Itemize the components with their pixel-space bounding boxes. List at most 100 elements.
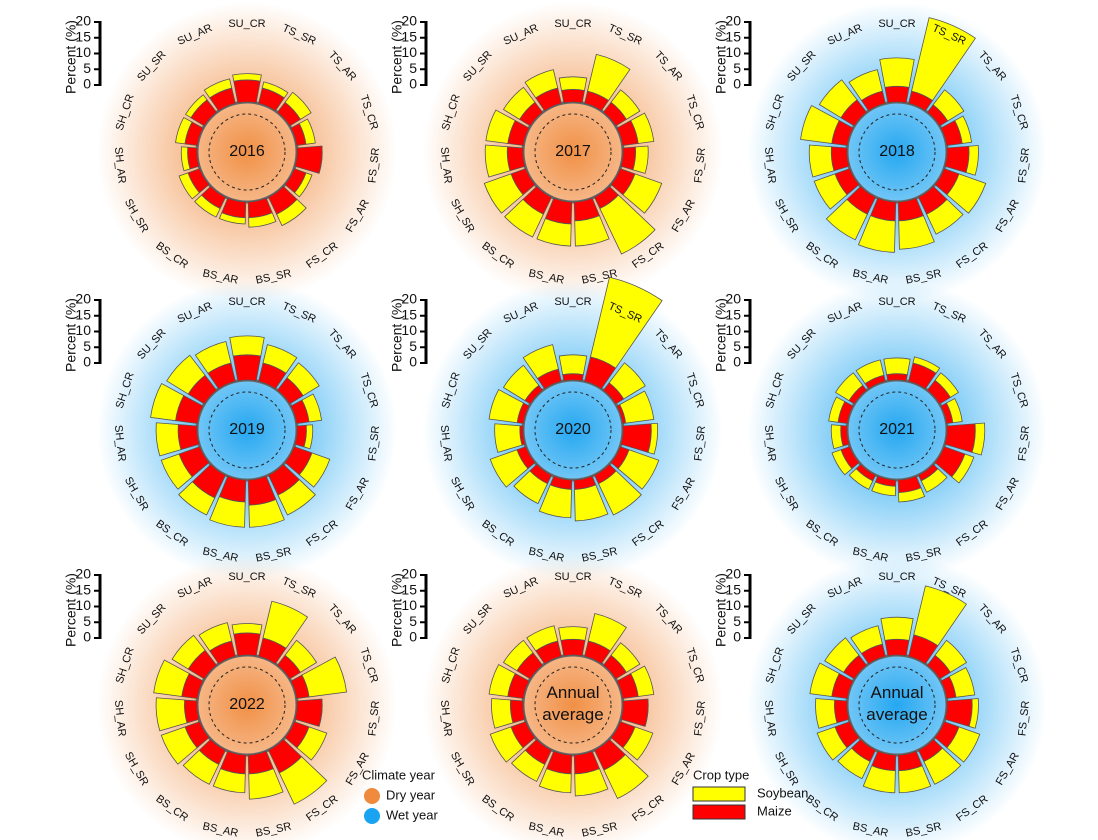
panel-background <box>423 555 723 840</box>
tick-label: 20 <box>725 291 741 307</box>
category-label: SU_CR <box>228 18 265 30</box>
tick-label: 15 <box>725 581 741 597</box>
bar-segment <box>632 145 649 174</box>
bar-segment <box>818 79 858 119</box>
bar-segment <box>862 765 896 794</box>
bar-segment <box>619 390 655 424</box>
bar-segment <box>536 218 572 247</box>
bar-segment <box>808 144 835 178</box>
bar-segment <box>182 749 220 785</box>
bar-segment <box>561 89 585 104</box>
bar-segment <box>911 17 976 102</box>
category-label: SU_CR <box>554 296 591 308</box>
bar-segment <box>284 639 318 673</box>
category-label: SU_CR <box>554 571 591 583</box>
bar-segment <box>150 382 185 422</box>
bar-segment <box>560 638 586 657</box>
bar-segment <box>610 89 641 120</box>
tick-label: 20 <box>725 13 741 29</box>
bar-segment <box>603 753 649 800</box>
axis-label: Percent (%) <box>389 298 405 372</box>
bar-segment <box>510 699 526 724</box>
bar-segment <box>574 215 610 247</box>
tick-label: 0 <box>733 354 741 370</box>
tick-label: 5 <box>733 60 741 76</box>
bar-segment <box>630 112 655 144</box>
bar-segment <box>153 659 190 697</box>
legend-swatch <box>692 786 746 802</box>
bar-segment <box>558 76 588 91</box>
bar-segment <box>485 109 516 144</box>
bar-segment <box>622 173 663 214</box>
bar-segment <box>558 626 588 641</box>
bar-segment <box>231 623 263 635</box>
bar-segment <box>504 198 544 238</box>
category-label: SH_AR <box>762 146 778 184</box>
bar-segment <box>816 726 848 761</box>
bar-segment <box>913 585 968 647</box>
bar-segment <box>232 354 262 382</box>
bar-segment <box>248 212 277 228</box>
bar-segment <box>524 69 559 99</box>
tick-label: 15 <box>401 28 417 44</box>
bar-segment <box>831 449 853 476</box>
axis-label: Percent (%) <box>389 573 405 647</box>
bar-segment <box>598 470 642 516</box>
bar-segment <box>923 747 962 785</box>
bar-segment <box>932 89 965 122</box>
category-label: FS_SR <box>1016 700 1032 737</box>
bar-segment <box>194 341 232 374</box>
bar-segment <box>871 481 896 497</box>
category-label: SH_AR <box>438 146 454 184</box>
bar-segment <box>886 373 908 382</box>
panel-background <box>97 555 397 840</box>
bar-segment <box>171 634 206 670</box>
tick-label: 5 <box>733 613 741 629</box>
bar-segment <box>178 481 216 516</box>
category-label: SH_AR <box>438 424 454 462</box>
bar-segment <box>883 357 911 376</box>
bar-segment <box>248 768 284 800</box>
bar-segment <box>562 373 584 382</box>
bar-segment <box>934 372 960 398</box>
tick-label: 15 <box>75 306 91 322</box>
bar-segment <box>155 422 182 457</box>
inner-ring <box>534 391 612 469</box>
panel-background <box>747 2 1047 302</box>
tick-label: 15 <box>75 28 91 44</box>
category-label: SH_AR <box>762 699 778 737</box>
bar-segment <box>488 388 525 424</box>
tick-label: 15 <box>725 306 741 322</box>
bar-segment <box>617 449 660 490</box>
bar-segment <box>898 487 926 503</box>
bar-segment <box>160 453 193 490</box>
legend-swatch <box>692 804 746 820</box>
tick-label: 15 <box>75 581 91 597</box>
bar-segment <box>965 145 979 176</box>
bar-segment <box>522 344 559 380</box>
bar-segment <box>526 625 559 652</box>
panel-background <box>97 280 397 580</box>
bar-segment <box>513 470 548 505</box>
tick-label: 10 <box>75 597 91 613</box>
bar-segment <box>857 215 896 253</box>
bar-segment <box>951 453 975 484</box>
bar-segment <box>180 146 191 172</box>
tick-label: 0 <box>83 76 91 92</box>
bar-segment <box>587 612 627 652</box>
category-label: SU_CR <box>878 18 915 30</box>
category-label: SU_CR <box>878 296 915 308</box>
bar-segment <box>298 118 316 145</box>
bar-segment <box>484 144 511 178</box>
panel-title: 2018 <box>879 143 915 160</box>
bar-segment <box>946 173 987 214</box>
bar-segment <box>502 639 534 672</box>
legend-label: Dry year <box>386 787 436 802</box>
bar-segment <box>286 362 320 397</box>
tick-label: 10 <box>401 44 417 60</box>
bar-segment <box>194 194 221 218</box>
tick-label: 5 <box>409 338 417 354</box>
tick-label: 10 <box>75 322 91 338</box>
category-label: FS_SR <box>1016 425 1032 462</box>
category-label: SU_CR <box>554 18 591 30</box>
